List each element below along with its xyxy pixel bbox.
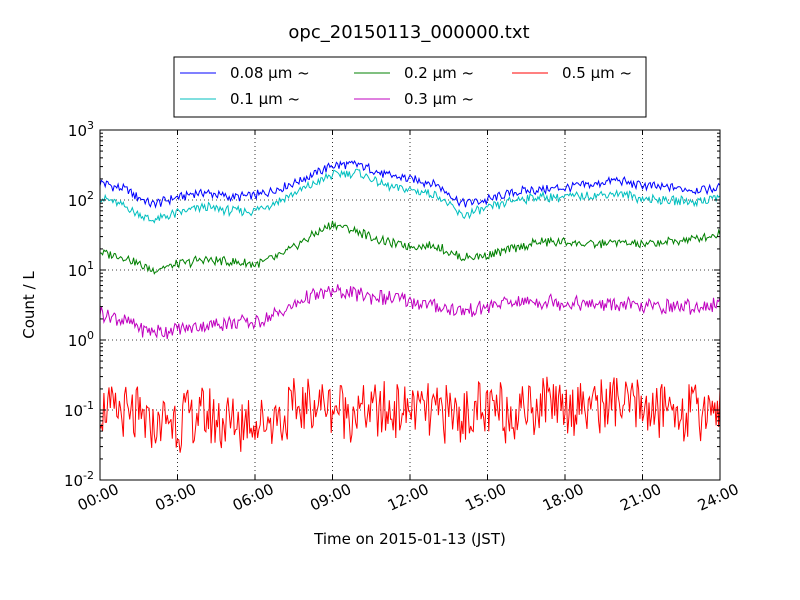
y-tick-label: 102	[68, 189, 94, 210]
y-tick-label: 10-1	[64, 399, 94, 420]
legend-label-2: 0.2 μm ~	[404, 64, 474, 82]
legend-box	[173, 56, 647, 118]
y-tick-label: 101	[68, 259, 94, 280]
x-tick-label: 03:00	[152, 480, 199, 515]
x-tick-label: 06:00	[230, 480, 277, 515]
legend-label-0: 0.08 μm ~	[230, 64, 310, 82]
y-tick-label: 10-2	[64, 469, 94, 490]
series-line-4	[99, 376, 721, 453]
grid	[100, 130, 720, 480]
legend-label-1: 0.1 μm ~	[230, 90, 300, 108]
y-tick-label: 103	[68, 119, 94, 140]
series-line-2	[99, 220, 721, 275]
series-group	[99, 160, 721, 453]
x-tick-label: 09:00	[307, 480, 354, 515]
y-axis: 10-2 10-1 100 101 102 103	[64, 119, 720, 490]
legend: 0.08 μm ~ 0.1 μm ~ 0.2 μm ~ 0.3 μm ~ 0.5 μm …	[173, 56, 647, 118]
x-tick-label: 15:00	[462, 480, 509, 515]
legend-label-3: 0.3 μm ~	[404, 90, 474, 108]
series-line-0	[99, 160, 721, 209]
chart-title: opc_20150113_000000.txt	[288, 22, 529, 43]
legend-label-4: 0.5 μm ~	[562, 64, 632, 82]
x-axis-label: Time on 2015-01-13 (JST)	[313, 530, 506, 548]
y-axis-label: Count / L	[20, 271, 38, 339]
x-tick-label: 18:00	[540, 480, 587, 515]
y-tick-label: 100	[68, 329, 94, 350]
x-tick-label: 24:00	[695, 480, 742, 515]
x-tick-label: 12:00	[385, 480, 432, 515]
x-tick-label: 21:00	[617, 480, 664, 515]
series-line-3	[99, 284, 721, 340]
series-line-1	[99, 168, 721, 224]
